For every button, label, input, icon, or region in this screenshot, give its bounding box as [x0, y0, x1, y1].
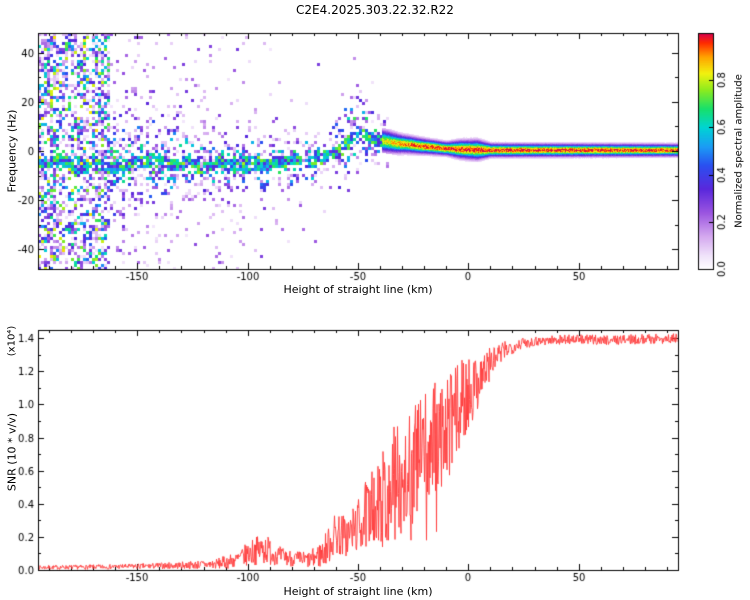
page-title: C2E4.2025.303.22.32.R22 — [296, 3, 454, 17]
frequency-axis-label: Frequency (Hz) — [5, 109, 19, 193]
bottom-xaxis-label: Height of straight line (km) — [283, 585, 433, 598]
colorbar-label: Normalized spectral amplitude — [733, 74, 745, 228]
snr-exponent-label: (x10⁴) — [6, 325, 18, 357]
snr-axis-label: SNR (10 * v/v) — [5, 412, 19, 492]
top-xaxis-label: Height of straight line (km) — [283, 283, 433, 296]
